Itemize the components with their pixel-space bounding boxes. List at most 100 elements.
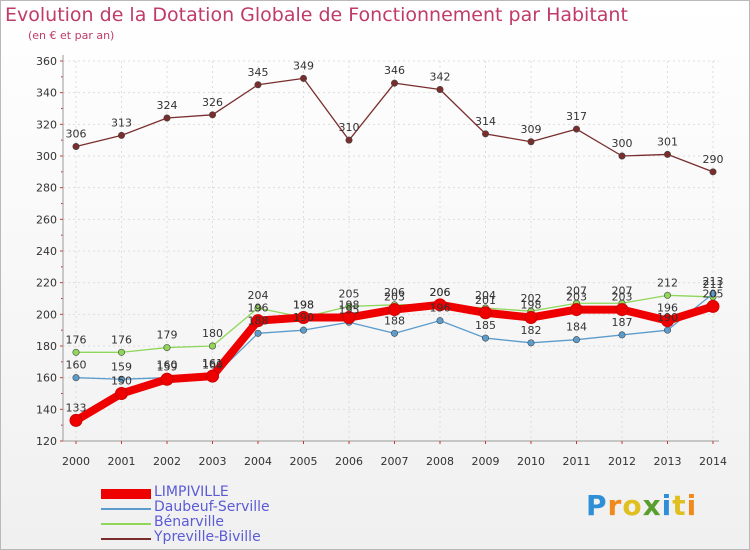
data-point-benarville (663, 291, 671, 299)
data-point-daubeuf-serville (72, 374, 80, 382)
y-tick-label: 160 (36, 372, 57, 385)
legend-swatch-ypreville-biville (101, 538, 151, 540)
data-label-daubeuf-serville: 188 (384, 314, 405, 327)
data-label-daubeuf-serville: 196 (430, 302, 451, 315)
data-point-ypreville-biville (209, 111, 217, 119)
x-tick-label: 2000 (62, 455, 90, 468)
legend-label: Daubeuf-Serville (154, 499, 270, 515)
data-label-limpiville: 198 (339, 299, 360, 312)
y-tick-label: 320 (36, 118, 57, 131)
data-point-ypreville-biville (299, 74, 307, 82)
data-point-daubeuf-serville (436, 317, 444, 325)
data-label-benarville: 204 (248, 289, 269, 302)
y-tick-label: 360 (36, 55, 57, 68)
data-label-limpiville: 203 (384, 291, 405, 304)
y-tick-label: 240 (36, 245, 57, 258)
data-label-benarville: 204 (475, 289, 496, 302)
x-tick-label: 2007 (381, 455, 409, 468)
series-lines (69, 74, 720, 427)
data-point-daubeuf-serville (481, 334, 489, 342)
data-point-limpiville (388, 303, 401, 317)
data-label-benarville: 212 (657, 276, 678, 289)
logo-letter: o (622, 489, 643, 522)
data-point-ypreville-biville (163, 114, 171, 122)
data-point-limpiville (524, 311, 538, 324)
data-point-daubeuf-serville (663, 326, 671, 334)
data-label-ypreville-biville: 346 (384, 64, 405, 77)
data-point-daubeuf-serville (299, 326, 307, 334)
data-point-limpiville (206, 369, 219, 383)
data-point-ypreville-biville (618, 152, 626, 160)
x-tick-label: 2001 (108, 455, 136, 468)
data-point-daubeuf-serville (118, 375, 126, 383)
y-tick-label: 300 (36, 150, 57, 163)
data-label-ypreville-biville: 313 (111, 116, 132, 129)
data-point-ypreville-biville (436, 86, 444, 94)
data-label-ypreville-biville: 300 (612, 137, 633, 150)
data-label-ypreville-biville: 309 (521, 123, 542, 136)
data-label-limpiville: 159 (157, 360, 178, 373)
legend-swatch-benarville (101, 523, 151, 525)
data-label-daubeuf-serville: 184 (566, 321, 587, 334)
data-label-daubeuf-serville: 190 (293, 311, 314, 324)
data-point-limpiville (615, 303, 629, 317)
logo-letter: t (672, 489, 687, 522)
x-tick-label: 2006 (335, 455, 363, 468)
data-label-ypreville-biville: 317 (566, 110, 587, 123)
data-label-limpiville: 206 (430, 286, 451, 299)
data-label-benarville: 176 (111, 333, 132, 346)
data-label-limpiville: 161 (202, 357, 223, 370)
data-label-daubeuf-serville: 159 (111, 360, 132, 373)
data-point-daubeuf-serville (527, 339, 535, 347)
x-tick-label: 2008 (426, 455, 454, 468)
data-label-benarville: 205 (339, 287, 360, 300)
logo-letter: i (661, 489, 673, 522)
data-point-ypreville-biville (345, 136, 353, 144)
data-point-ypreville-biville (527, 138, 535, 146)
data-label-ypreville-biville: 324 (157, 99, 178, 112)
data-point-ypreville-biville (709, 168, 717, 176)
y-tick-label: 220 (36, 277, 57, 290)
x-tick-label: 2014 (699, 455, 727, 468)
data-point-limpiville (160, 372, 174, 386)
data-label-daubeuf-serville: 160 (202, 359, 223, 372)
proxiti-logo: Proxiti (586, 489, 697, 522)
y-tick-label: 120 (36, 435, 57, 448)
data-point-daubeuf-serville (618, 331, 626, 339)
data-label-limpiville: 205 (703, 287, 724, 300)
data-label-ypreville-biville: 326 (202, 96, 223, 109)
data-point-benarville (345, 302, 353, 310)
data-label-benarville: 206 (384, 286, 405, 299)
x-tick-label: 2005 (290, 455, 318, 468)
data-point-daubeuf-serville (254, 329, 262, 337)
axes: 120 140 160 180 200 220 240 260 280 300 320 340 360 2… (36, 55, 727, 468)
data-label-limpiville: 203 (566, 291, 587, 304)
data-label-daubeuf-serville: 213 (703, 275, 724, 288)
data-label-benarville: 176 (66, 333, 87, 346)
logo-letter: x (642, 489, 662, 522)
x-tick-label: 2010 (517, 455, 545, 468)
x-tick-label: 2004 (244, 455, 272, 468)
legend-label: Bénarville (154, 514, 224, 530)
x-tick-label: 2013 (654, 455, 682, 468)
data-label-limpiville: 198 (293, 299, 314, 312)
data-label-limpiville: 203 (612, 291, 633, 304)
data-label-benarville: 207 (566, 284, 587, 297)
data-point-limpiville (297, 311, 310, 324)
data-point-limpiville (115, 387, 128, 400)
data-point-ypreville-biville (572, 125, 580, 133)
data-label-ypreville-biville: 314 (475, 115, 496, 128)
data-label-limpiville: 201 (475, 294, 496, 307)
data-point-ypreville-biville (254, 81, 262, 89)
data-label-benarville: 202 (521, 292, 542, 305)
data-label-limpiville: 198 (521, 299, 542, 312)
x-tick-label: 2011 (563, 455, 591, 468)
data-labels: 306 313 324 326 345 349 310 346 342 314 309 317 300 3… (66, 59, 724, 414)
data-label-benarville: 206 (430, 286, 451, 299)
chart-title: Evolution de la Dotation Globale de Fonc… (5, 4, 628, 26)
legend-label: LIMPIVILLE (154, 484, 229, 500)
data-point-benarville (118, 348, 126, 356)
data-point-limpiville (69, 413, 83, 427)
